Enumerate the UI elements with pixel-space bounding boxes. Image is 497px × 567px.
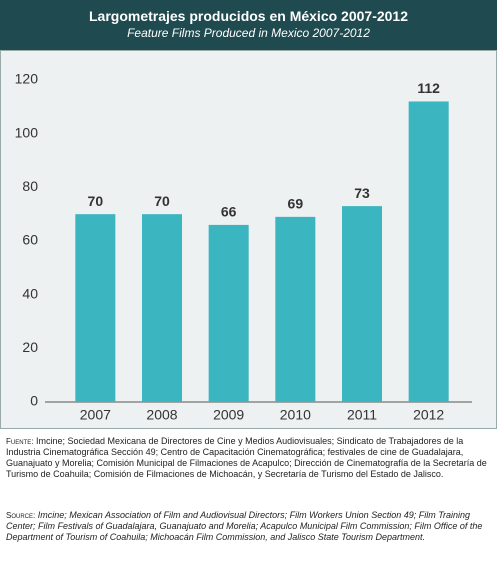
source-text: Imcine; Mexican Association of Film and … bbox=[6, 510, 483, 542]
value-label: 73 bbox=[354, 185, 370, 201]
bar bbox=[408, 101, 449, 402]
y-tick-label: 0 bbox=[30, 393, 38, 409]
value-label: 112 bbox=[417, 80, 440, 96]
source-english: Source: Imcine; Mexican Association of F… bbox=[6, 510, 492, 543]
source-label: Fuente: bbox=[6, 437, 34, 446]
y-tick-label: 80 bbox=[22, 178, 38, 194]
chart-subtitle: Feature Films Produced in Mexico 2007-20… bbox=[127, 26, 370, 40]
y-tick-label: 40 bbox=[22, 285, 38, 301]
chart-title: Largometrajes producidos en México 2007-… bbox=[88, 8, 408, 24]
y-tick-label: 120 bbox=[15, 71, 39, 87]
value-label: 69 bbox=[288, 196, 304, 212]
bar bbox=[75, 214, 116, 402]
source-spanish: Fuente: Imcine; Sociedad Mexicana de Dir… bbox=[6, 436, 492, 480]
chart: 0 20 40 60 80 100 120 2007 70 2008 70 2009 66 2010 69 2… bbox=[15, 71, 472, 423]
bar bbox=[142, 214, 182, 402]
value-label: 70 bbox=[154, 193, 170, 209]
bar bbox=[342, 206, 382, 402]
x-tick-label: 2012 bbox=[413, 407, 444, 423]
y-tick-label: 100 bbox=[15, 124, 39, 140]
source-text: Imcine; Sociedad Mexicana de Directores … bbox=[6, 436, 487, 479]
bar bbox=[208, 224, 249, 402]
header: Largometrajes producidos en México 2007-… bbox=[0, 0, 497, 50]
x-tick-label: 2009 bbox=[213, 407, 244, 423]
source-label: Source: bbox=[6, 511, 36, 520]
y-tick-label: 60 bbox=[22, 232, 38, 248]
bar bbox=[275, 216, 316, 402]
x-tick-label: 2010 bbox=[280, 407, 311, 423]
x-tick-label: 2008 bbox=[146, 407, 177, 423]
x-tick-label: 2011 bbox=[347, 407, 377, 423]
x-tick-label: 2007 bbox=[80, 407, 111, 423]
y-tick-label: 20 bbox=[22, 339, 38, 355]
value-label: 70 bbox=[88, 193, 104, 209]
value-label: 66 bbox=[221, 204, 237, 220]
